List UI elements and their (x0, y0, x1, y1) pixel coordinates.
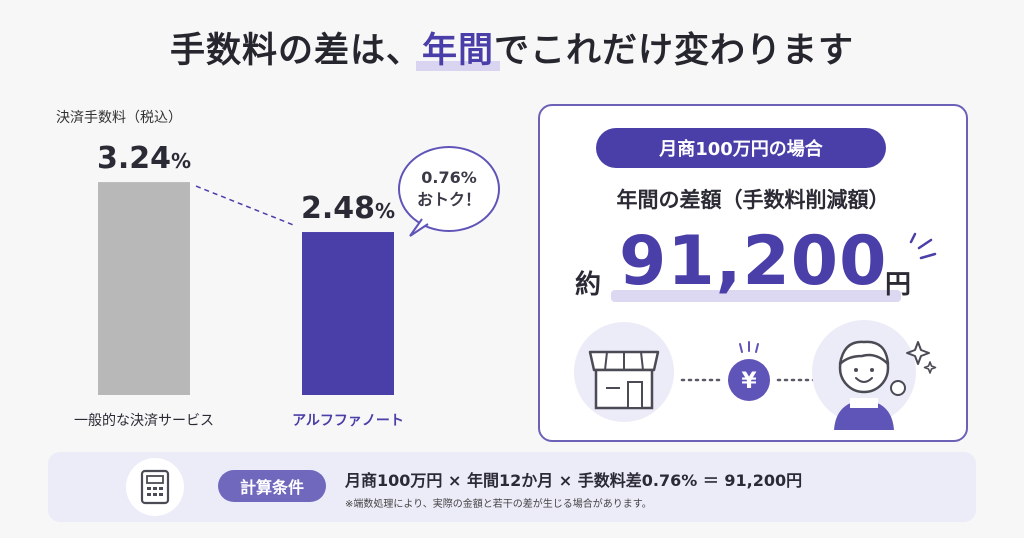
bubble-rate: 0.76% (421, 168, 477, 188)
condition-pill: 計算条件 (218, 470, 326, 502)
yen-symbol: ¥ (741, 369, 757, 394)
bar-1 (302, 232, 394, 395)
bubble-text: おトク！ (416, 190, 481, 209)
sparkle-icon (909, 232, 937, 260)
amount-underline (611, 290, 901, 302)
yen-coin-icon: ¥ (728, 341, 770, 401)
bar-0 (98, 182, 190, 395)
title-highlight: 年間 (415, 22, 501, 73)
amount-unit: 円 (885, 270, 912, 300)
bar-value-label-1: 2.48% (301, 191, 395, 226)
amount-prefix: 約 (575, 270, 602, 300)
happy-person-icon (812, 320, 916, 430)
title-prefix: 手数料の差は、 (169, 31, 422, 71)
category-label-1: アルフファノート (292, 413, 404, 429)
title-suffix: でこれだけ変わります (494, 31, 855, 71)
category-label-0: 一般的な決済サービス (74, 413, 214, 429)
scenario-pill: 月商100万円の場合 (596, 128, 886, 168)
chart-y-label: 決済手数料（税込） (56, 110, 182, 126)
calculation-formula: 月商100万円 × 年間12か月 × 手数料差0.76% ＝ 91,200円 (345, 471, 803, 490)
fee-bar-chart: 決済手数料（税込） 3.24% 一般的な決済サービス 2.48% アルフファノート (20, 95, 510, 445)
page-title: 手数料の差は、年間でこれだけ変わります (0, 22, 1024, 73)
rounding-footnote: ※端数処理により、実際の金額と若干の差が生じる場合があります。 (345, 499, 652, 510)
annual-diff-label: 年間の差額（手数料削減額） (616, 188, 890, 212)
calculator-icon (126, 458, 184, 516)
bubble-tail (409, 218, 429, 237)
amount-value: 91,200 (619, 222, 888, 301)
sparkle-icon (906, 341, 937, 374)
difference-connector (195, 185, 297, 227)
savings-bubble: 0.76% おトク！ (398, 146, 500, 232)
bar-value-label-0: 3.24% (97, 141, 191, 176)
calculation-footer (48, 452, 976, 522)
payment-flow: ¥ (574, 320, 937, 430)
store-icon (574, 322, 674, 422)
bar-chart-svg: 3.24% 一般的な決済サービス 2.48% アルフファノート (74, 141, 404, 429)
savings-amount: 約 91,200 円 (575, 222, 945, 304)
